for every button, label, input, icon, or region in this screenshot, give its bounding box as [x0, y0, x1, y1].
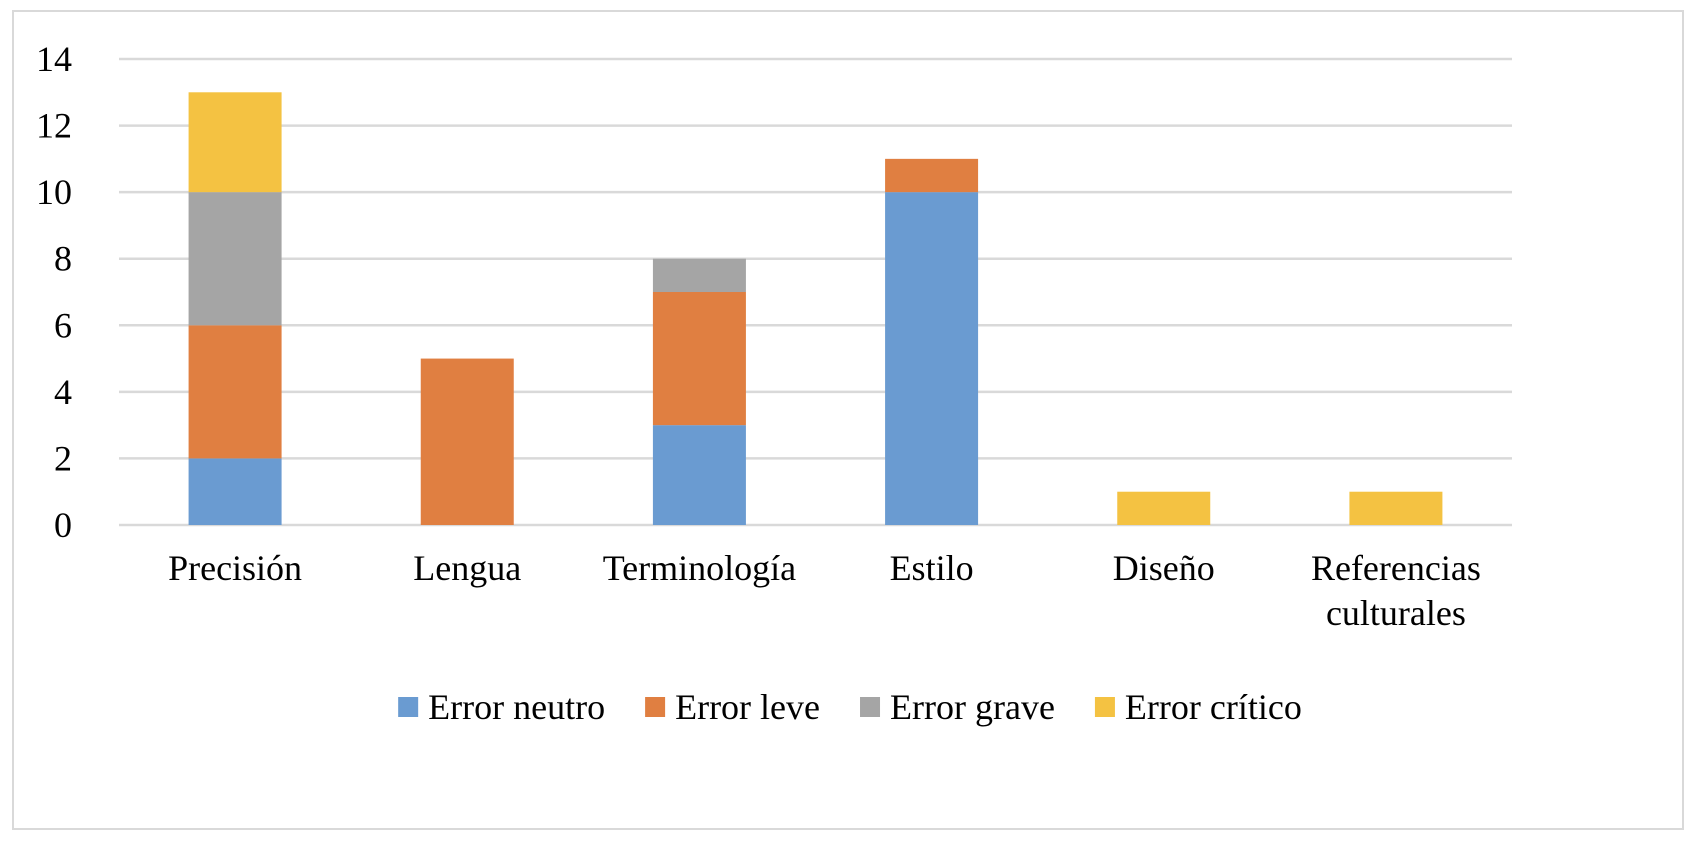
x-tick-label: Lengua: [413, 548, 521, 588]
legend-label: Error grave: [890, 687, 1055, 727]
legend-item: Error grave: [860, 687, 1055, 727]
y-tick-label: 10: [36, 172, 72, 212]
bar-segment: [188, 458, 282, 525]
y-tick-label: 6: [54, 305, 72, 345]
legend-item: Error neutro: [398, 687, 605, 727]
gridlines: [119, 57, 1512, 527]
bar-segment: [188, 92, 282, 193]
y-tick-label: 8: [54, 239, 72, 279]
bar-segment: [1117, 491, 1211, 525]
y-tick-label: 14: [36, 39, 72, 79]
x-tick-label: Referencias culturales: [1311, 548, 1481, 633]
y-tick-label: 0: [54, 505, 72, 545]
legend-swatch: [1094, 697, 1115, 717]
y-axis-ticks: 0 2 4 6 8 10 12 14: [36, 39, 72, 545]
legend-label: Error crítico: [1125, 687, 1302, 727]
x-axis-labels: Precisión Lengua Terminología Estilo Diseño R…: [168, 548, 1481, 633]
bar-segment: [1349, 491, 1443, 525]
stacked-bar-chart: 0 2 4 6 8 10 12 14 Precisión Lengua Terminología E…: [36, 39, 1512, 727]
bar-segment: [885, 158, 979, 193]
bar-segment: [188, 325, 282, 459]
bar-segment: [188, 192, 282, 326]
bar-segment: [885, 192, 979, 525]
x-tick-label: Precisión: [168, 548, 302, 588]
bar-segment: [652, 258, 746, 292]
x-tick-label: Estilo: [890, 548, 974, 588]
legend-swatch: [645, 697, 666, 717]
bar-segment: [652, 425, 746, 525]
bar-segment: [420, 358, 514, 525]
x-tick-label: Terminología: [603, 548, 796, 588]
legend-item: Error leve: [645, 687, 820, 727]
legend: Error neutro Error leve Error grave Error c…: [398, 687, 1302, 727]
x-tick-label: Diseño: [1113, 548, 1215, 588]
legend-label: Error neutro: [428, 687, 605, 727]
legend-swatch: [398, 697, 419, 717]
bar-segment: [652, 292, 746, 426]
y-tick-label: 2: [54, 438, 72, 478]
y-tick-label: 12: [36, 106, 72, 146]
y-tick-label: 4: [54, 372, 72, 412]
bars: [188, 92, 1443, 525]
legend-swatch: [860, 697, 881, 717]
legend-item: Error crítico: [1094, 687, 1302, 727]
legend-label: Error leve: [675, 687, 820, 727]
chart-frame: 0 2 4 6 8 10 12 14 Precisión Lengua Terminología E…: [12, 10, 1684, 830]
